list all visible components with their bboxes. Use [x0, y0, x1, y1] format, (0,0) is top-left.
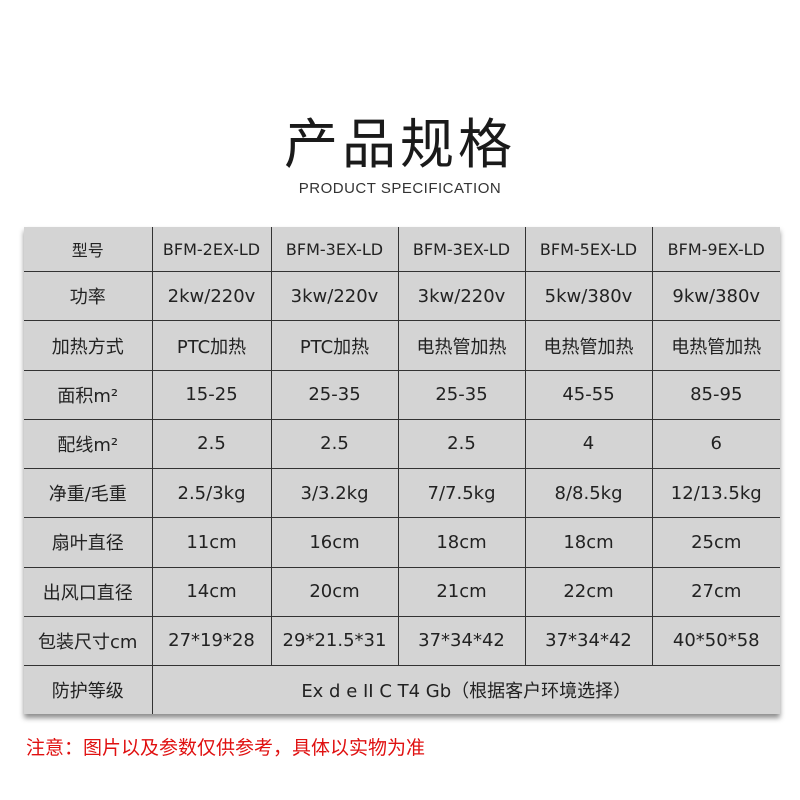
table-cell: 27*19*28	[151, 615, 272, 667]
table-cell: BFM-3EX-LD	[270, 227, 399, 273]
row-label: 面积m²	[24, 369, 153, 420]
table-cell: 4	[524, 418, 653, 470]
table-cell: 37*34*42	[524, 615, 653, 667]
table-cell: PTC加热	[270, 320, 399, 371]
table-cell: 22cm	[524, 566, 653, 617]
table-cell: PTC加热	[151, 320, 272, 371]
table-cell: 12/13.5kg	[651, 468, 780, 519]
table-cell: 25-35	[270, 369, 399, 420]
table-cell: 9kw/380v	[651, 271, 780, 322]
protection-value: Ex d e II C T4 Gb（根据客户环境选择）	[151, 665, 780, 714]
table-cell: 7/7.5kg	[397, 468, 526, 519]
table-cell: 2.5	[397, 418, 526, 470]
table-row: 包装尺寸cm 27*19*28 29*21.5*31 37*34*42 37*34*42…	[24, 615, 780, 667]
table-row: 净重/毛重 2.5/3kg 3/3.2kg 7/7.5kg 8/8.5kg 12/13.5…	[24, 468, 780, 519]
spec-table: 型号 BFM-2EX-LD BFM-3EX-LD BFM-3EX-LD BFM-5EX-…	[24, 227, 780, 714]
page-title: 产品规格	[284, 113, 516, 176]
table-cell: 21cm	[397, 566, 526, 617]
row-label: 包装尺寸cm	[24, 615, 153, 667]
table-cell: 电热管加热	[397, 320, 526, 371]
row-label: 配线m²	[24, 418, 153, 470]
row-label: 扇叶直径	[24, 517, 153, 568]
table-cell: 25cm	[651, 517, 780, 568]
row-label: 防护等级	[24, 665, 153, 714]
table-row: 出风口直径 14cm 20cm 21cm 22cm 27cm	[24, 566, 780, 617]
table-cell: BFM-5EX-LD	[524, 227, 653, 273]
table-cell: 25-35	[397, 369, 526, 420]
table-row: 配线m² 2.5 2.5 2.5 4 6	[24, 418, 780, 470]
table-cell: 14cm	[151, 566, 272, 617]
table-cell: 45-55	[524, 369, 653, 420]
table-cell: 2.5	[270, 418, 399, 470]
table-cell: 6	[651, 418, 780, 470]
table-cell: 2.5	[151, 418, 272, 470]
row-label: 功率	[24, 271, 153, 322]
table-cell: 16cm	[270, 517, 399, 568]
table-cell: 27cm	[651, 566, 780, 617]
table-cell: BFM-9EX-LD	[651, 227, 780, 273]
table-cell: 18cm	[397, 517, 526, 568]
table-row-protection: 防护等级 Ex d e II C T4 Gb（根据客户环境选择）	[24, 665, 780, 714]
table-cell: 29*21.5*31	[270, 615, 399, 667]
page-subtitle: PRODUCT SPECIFICATION	[298, 180, 502, 197]
row-label: 型号	[24, 227, 153, 273]
table-cell: 电热管加热	[651, 320, 780, 371]
table-cell: 3kw/220v	[270, 271, 399, 322]
table-cell: 5kw/380v	[524, 271, 653, 322]
row-label: 出风口直径	[24, 566, 153, 617]
table-row: 面积m² 15-25 25-35 25-35 45-55 85-95	[24, 369, 780, 420]
table-cell: 电热管加热	[524, 320, 653, 371]
table-cell: 3kw/220v	[397, 271, 526, 322]
table-row: 型号 BFM-2EX-LD BFM-3EX-LD BFM-3EX-LD BFM-5EX-…	[24, 227, 780, 273]
table-cell: 15-25	[151, 369, 272, 420]
table-cell: 85-95	[651, 369, 780, 420]
table-row: 功率 2kw/220v 3kw/220v 3kw/220v 5kw/380v 9kw/38…	[24, 271, 780, 322]
row-label: 加热方式	[24, 320, 153, 371]
table-cell: 11cm	[151, 517, 272, 568]
table-cell: 20cm	[270, 566, 399, 617]
table-row: 扇叶直径 11cm 16cm 18cm 18cm 25cm	[24, 517, 780, 568]
disclaimer-note: 注意：图片以及参数仅供参考，具体以实物为准	[26, 737, 426, 759]
table-cell: 2.5/3kg	[151, 468, 272, 519]
table-cell: BFM-3EX-LD	[397, 227, 526, 273]
row-label: 净重/毛重	[24, 468, 153, 519]
table-cell: 37*34*42	[397, 615, 526, 667]
table-row: 加热方式 PTC加热 PTC加热 电热管加热 电热管加热 电热管加热	[24, 320, 780, 371]
table-cell: 2kw/220v	[151, 271, 272, 322]
table-cell: 3/3.2kg	[270, 468, 399, 519]
table-cell: 18cm	[524, 517, 653, 568]
table-cell: BFM-2EX-LD	[151, 227, 272, 273]
table-cell: 8/8.5kg	[524, 468, 653, 519]
table-cell: 40*50*58	[651, 615, 780, 667]
